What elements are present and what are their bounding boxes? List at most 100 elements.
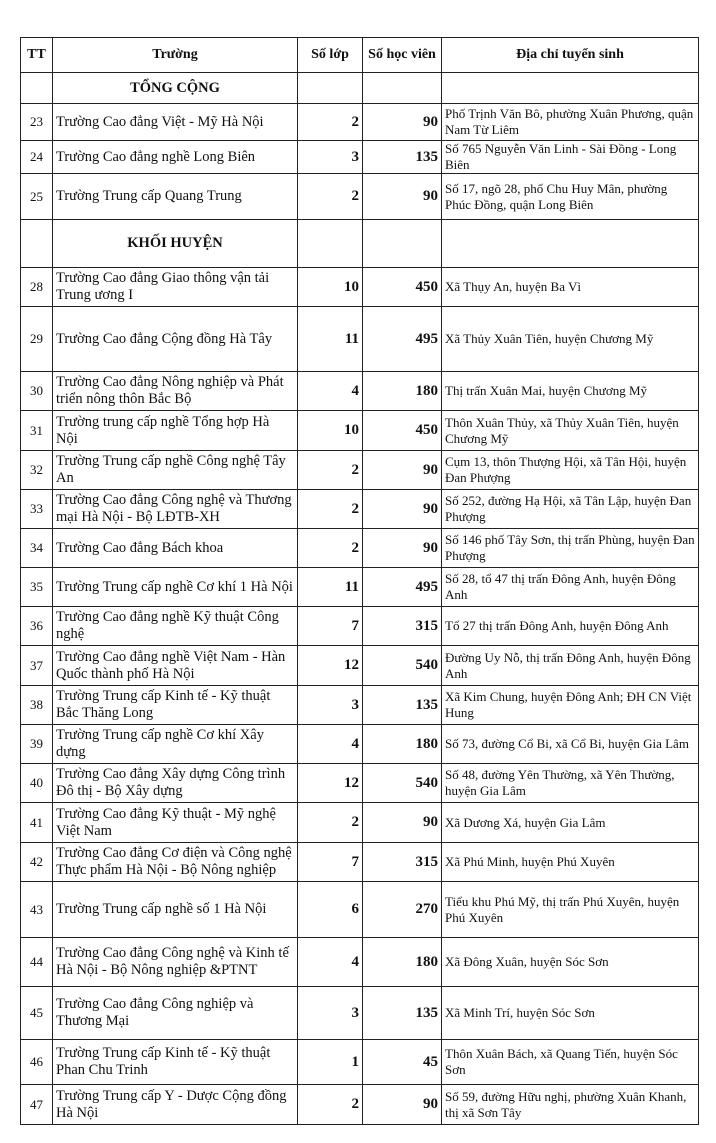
student-count: 90 (362, 489, 442, 529)
student-count: 90 (362, 103, 442, 141)
row-number: 44 (20, 937, 53, 987)
address-text: Xã Phú Minh, huyện Phú Xuyên (445, 854, 615, 869)
class-count: 2 (297, 489, 363, 529)
row-number: 35 (20, 567, 53, 607)
school-name: Trường Cao đẳng nghề Việt Nam - Hàn Quốc… (52, 645, 298, 686)
class-count: 2 (297, 173, 363, 220)
school-name: Trường Cao đẳng Nông nghiệp và Phát triể… (52, 371, 298, 411)
school-name-text: Trường Trung cấp Kinh tế - Kỹ thuật Phan… (56, 1045, 271, 1078)
address: Số 17, ngõ 28, phố Chu Huy Mân, phường P… (441, 173, 699, 220)
address-text: Cụm 13, thôn Thượng Hội, xã Tân Hội, huy… (445, 454, 687, 485)
row-number: 41 (20, 802, 53, 843)
row-number: 46 (20, 1039, 53, 1085)
address-text: Tổ 27 thị trấn Đông Anh, huyện Đông Anh (445, 618, 669, 633)
school-name-text: Trường Cao đẳng Kỹ thuật - Mỹ nghệ Việt … (56, 805, 276, 839)
school-name: Trường Cao đẳng Công nghệ và Thương mại … (52, 489, 298, 529)
school-table: TT Trường Số lớp Số học viên Địa chỉ tuy… (20, 37, 699, 1125)
row-number: 39 (20, 724, 53, 764)
school-row: 45 Trường Cao đẳng Công nghiệp và Thương … (20, 986, 699, 1040)
student-count: 90 (362, 450, 442, 490)
class-count: 12 (297, 645, 363, 686)
class-count: 2 (297, 802, 363, 843)
student-count: 495 (362, 567, 442, 607)
school-name-text: Trường Trung cấp Quang Trung (56, 188, 242, 204)
class-count: 4 (297, 371, 363, 411)
address-text: Số 48, đường Yên Thường, xã Yên Thường, … (445, 767, 675, 798)
school-name: Trường Cao đẳng Công nghiệp và Thương Mạ… (52, 986, 298, 1040)
row-number: 25 (20, 173, 53, 220)
row-number: 37 (20, 645, 53, 686)
school-name: Trường Trung cấp nghề số 1 Hà Nội (52, 881, 298, 938)
school-row: 24 Trường Cao đẳng nghề Long Biên 3 135 Số 7… (20, 140, 699, 174)
class-count: 3 (297, 986, 363, 1040)
address: Số 59, đường Hữu nghị, phường Xuân Khanh… (441, 1084, 699, 1125)
header-cell: Trường (52, 37, 298, 73)
school-name: Trường Cao đẳng Giao thông vận tải Trung… (52, 267, 298, 307)
student-count: 135 (362, 685, 442, 725)
address: Phố Trịnh Văn Bô, phường Xuân Phương, qu… (441, 103, 699, 141)
section-title: TỔNG CỘNG (52, 72, 298, 104)
student-count: 180 (362, 937, 442, 987)
school-name-text: Trường Cao đẳng nghề Việt Nam - Hàn Quốc… (56, 648, 286, 682)
address: Thôn Xuân Bách, xã Quang Tiến, huyện Sóc… (441, 1039, 699, 1085)
school-row: 31 Trường trung cấp nghề Tổng hợp Hà Nội 1… (20, 410, 699, 451)
address: Xã Dương Xá, huyện Gia Lâm (441, 802, 699, 843)
section-title: KHỐI HUYỆN (52, 219, 298, 268)
school-row: 30 Trường Cao đẳng Nông nghiệp và Phát tr… (20, 371, 699, 411)
student-count: 180 (362, 724, 442, 764)
school-name-text: Trường Trung cấp nghề Cơ khí Xây dựng (56, 727, 264, 760)
school-name-text: Trường Cao đẳng nghề Long Biên (56, 148, 256, 165)
header-cell: TT (20, 37, 53, 73)
student-count: 90 (362, 1084, 442, 1125)
empty-cell (441, 72, 699, 104)
school-name: Trường Trung cấp Y - Dược Cộng đồng Hà N… (52, 1084, 298, 1125)
school-row: 33 Trường Cao đẳng Công nghệ và Thương mạ… (20, 489, 699, 529)
school-name: Trường Cao đẳng Kỹ thuật - Mỹ nghệ Việt … (52, 802, 298, 843)
empty-cell (20, 72, 53, 104)
address: Xã Minh Trí, huyện Sóc Sơn (441, 986, 699, 1040)
header-cell: Số học viên (362, 37, 442, 73)
row-number: 45 (20, 986, 53, 1040)
address: Xã Phú Minh, huyện Phú Xuyên (441, 842, 699, 882)
student-count: 180 (362, 371, 442, 411)
address-text: Thôn Xuân Thủy, xã Thủy Xuân Tiên, huyện… (445, 414, 679, 446)
address: Thị trấn Xuân Mai, huyện Chương Mỹ (441, 371, 699, 411)
class-count: 7 (297, 842, 363, 882)
school-name: Trường Trung cấp Kinh tế - Kỹ thuật Phan… (52, 1039, 298, 1085)
school-name: Trường Trung cấp nghề Cơ khí 1 Hà Nội (52, 567, 298, 607)
school-name: Trường Cao đẳng Xây dựng Công trình Đô t… (52, 763, 298, 803)
school-name-text: Trường Cao đẳng Xây dựng Công trình Đô t… (56, 766, 286, 799)
address-text: Xã Minh Trí, huyện Sóc Sơn (445, 1005, 595, 1020)
address-text: Số 17, ngõ 28, phố Chu Huy Mân, phường P… (445, 180, 668, 212)
row-number: 42 (20, 842, 53, 882)
school-name: Trường Cao đẳng Cơ điện và Công nghệ Thự… (52, 842, 298, 882)
address-text: Số 146 phố Tây Sơn, thị trấn Phùng, huyệ… (445, 532, 695, 563)
empty-cell (297, 72, 363, 104)
address-text: Số 28, tổ 47 thị trấn Đông Anh, huyện Đô… (445, 571, 676, 602)
row-number: 24 (20, 140, 53, 174)
empty-cell (20, 219, 53, 268)
empty-cell (297, 219, 363, 268)
address-text: Đường Uy Nỗ, thị trấn Đông Anh, huyện Đô… (445, 649, 691, 681)
row-number: 31 (20, 410, 53, 451)
student-count: 540 (362, 763, 442, 803)
section-row: TỔNG CỘNG (20, 72, 699, 104)
address: Số 765 Nguyễn Văn Linh - Sài Đồng - Long… (441, 140, 699, 174)
header-cell: Địa chỉ tuyển sinh (441, 37, 699, 73)
school-name: Trường Cao đẳng Công nghệ và Kinh tế Hà … (52, 937, 298, 987)
school-name-text: Trường Trung cấp nghề số 1 Hà Nội (56, 901, 267, 917)
school-name-text: Trường Cao đẳng Cộng đồng Hà Tây (56, 330, 273, 347)
header-cell: Số lớp (297, 37, 363, 73)
school-name: Trường Cao đẳng Việt - Mỹ Hà Nội (52, 103, 298, 141)
class-count: 7 (297, 606, 363, 646)
school-name-text: Trường Trung cấp nghề Công nghệ Tây An (56, 453, 286, 486)
school-name-text: Trường Trung cấp Kinh tế - Kỹ thuật Bắc … (56, 688, 271, 721)
row-number: 36 (20, 606, 53, 646)
student-count: 495 (362, 306, 442, 372)
school-name: Trường Trung cấp nghề Công nghệ Tây An (52, 450, 298, 490)
school-row: 41 Trường Cao đẳng Kỹ thuật - Mỹ nghệ Việ… (20, 802, 699, 843)
address-text: Thôn Xuân Bách, xã Quang Tiến, huyện Sóc… (445, 1046, 678, 1077)
school-name-text: Trường Cao đẳng Việt - Mỹ Hà Nội (56, 113, 264, 130)
school-row: 42 Trường Cao đẳng Cơ điện và Công nghệ T… (20, 842, 699, 882)
